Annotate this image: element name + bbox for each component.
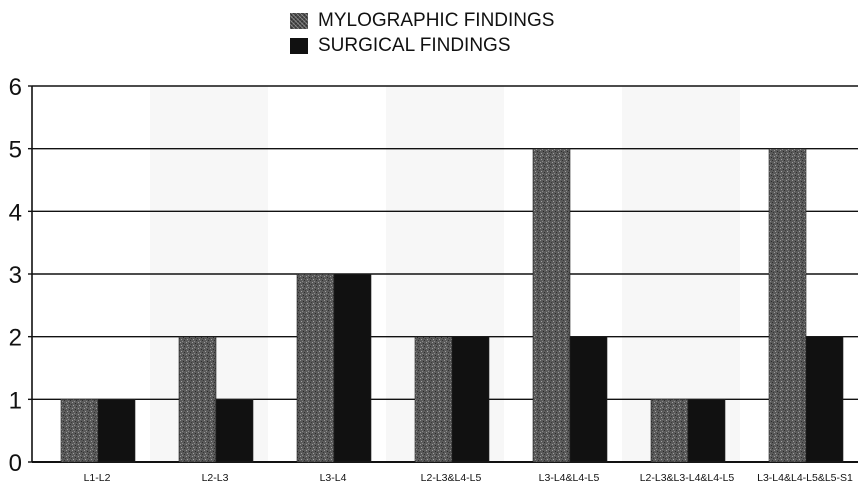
legend-swatch-surgical — [290, 37, 308, 54]
bar-surgical — [97, 399, 136, 463]
legend: MYLOGRAPHIC FINDINGS SURGICAL FINDINGS — [290, 8, 554, 58]
bar-surgical — [687, 399, 726, 463]
y-tick-label: 1 — [9, 387, 22, 414]
x-tick-label: L2-L3&L3-L4&L4-L5 — [640, 472, 735, 484]
legend-item-myelographic: MYLOGRAPHIC FINDINGS — [290, 8, 554, 33]
bar-myelographic — [650, 399, 689, 463]
bar-myelographic — [60, 399, 99, 463]
y-tick-label: 4 — [9, 199, 22, 226]
axes — [28, 85, 33, 463]
x-tick-label: L3-L4&L4-L5&L5-S1 — [757, 472, 853, 484]
x-tick-label: L2-L3&L4-L5 — [421, 472, 482, 484]
bar-myelographic — [178, 336, 217, 463]
legend-swatch-myelographic — [290, 12, 308, 29]
bar-surgical — [215, 399, 254, 463]
bars — [60, 148, 844, 463]
x-tick-label: L3-L4 — [320, 472, 347, 484]
bar-myelographic — [296, 273, 335, 463]
y-tick-label: 5 — [9, 137, 22, 164]
legend-label-myelographic: MYLOGRAPHIC FINDINGS — [318, 10, 555, 31]
y-tick-labels: 0 1 2 3 4 5 6 — [9, 74, 22, 477]
bar-myelographic — [768, 148, 807, 463]
y-tick-label: 0 — [9, 450, 22, 477]
bar-surgical — [805, 336, 844, 463]
x-tick-labels: L1-L2 L2-L3 L3-L4 L2-L3&L4-L5 L3-L4&L4-L5 L2-… — [84, 472, 853, 484]
legend-item-surgical: SURGICAL FINDINGS — [290, 33, 554, 58]
legend-label-surgical: SURGICAL FINDINGS — [318, 35, 511, 56]
x-tick-label: L3-L4&L4-L5 — [539, 472, 600, 484]
bar-surgical — [569, 336, 608, 463]
x-tick-label: L1-L2 — [84, 472, 111, 484]
y-tick-label: 3 — [9, 262, 22, 289]
y-tick-label: 6 — [9, 74, 22, 101]
bar-surgical — [451, 336, 490, 463]
x-tick-label: L2-L3 — [202, 472, 229, 484]
y-tick-label: 2 — [9, 325, 22, 352]
bar-myelographic — [414, 336, 453, 463]
bar-surgical — [333, 273, 372, 463]
bar-myelographic — [532, 148, 571, 463]
